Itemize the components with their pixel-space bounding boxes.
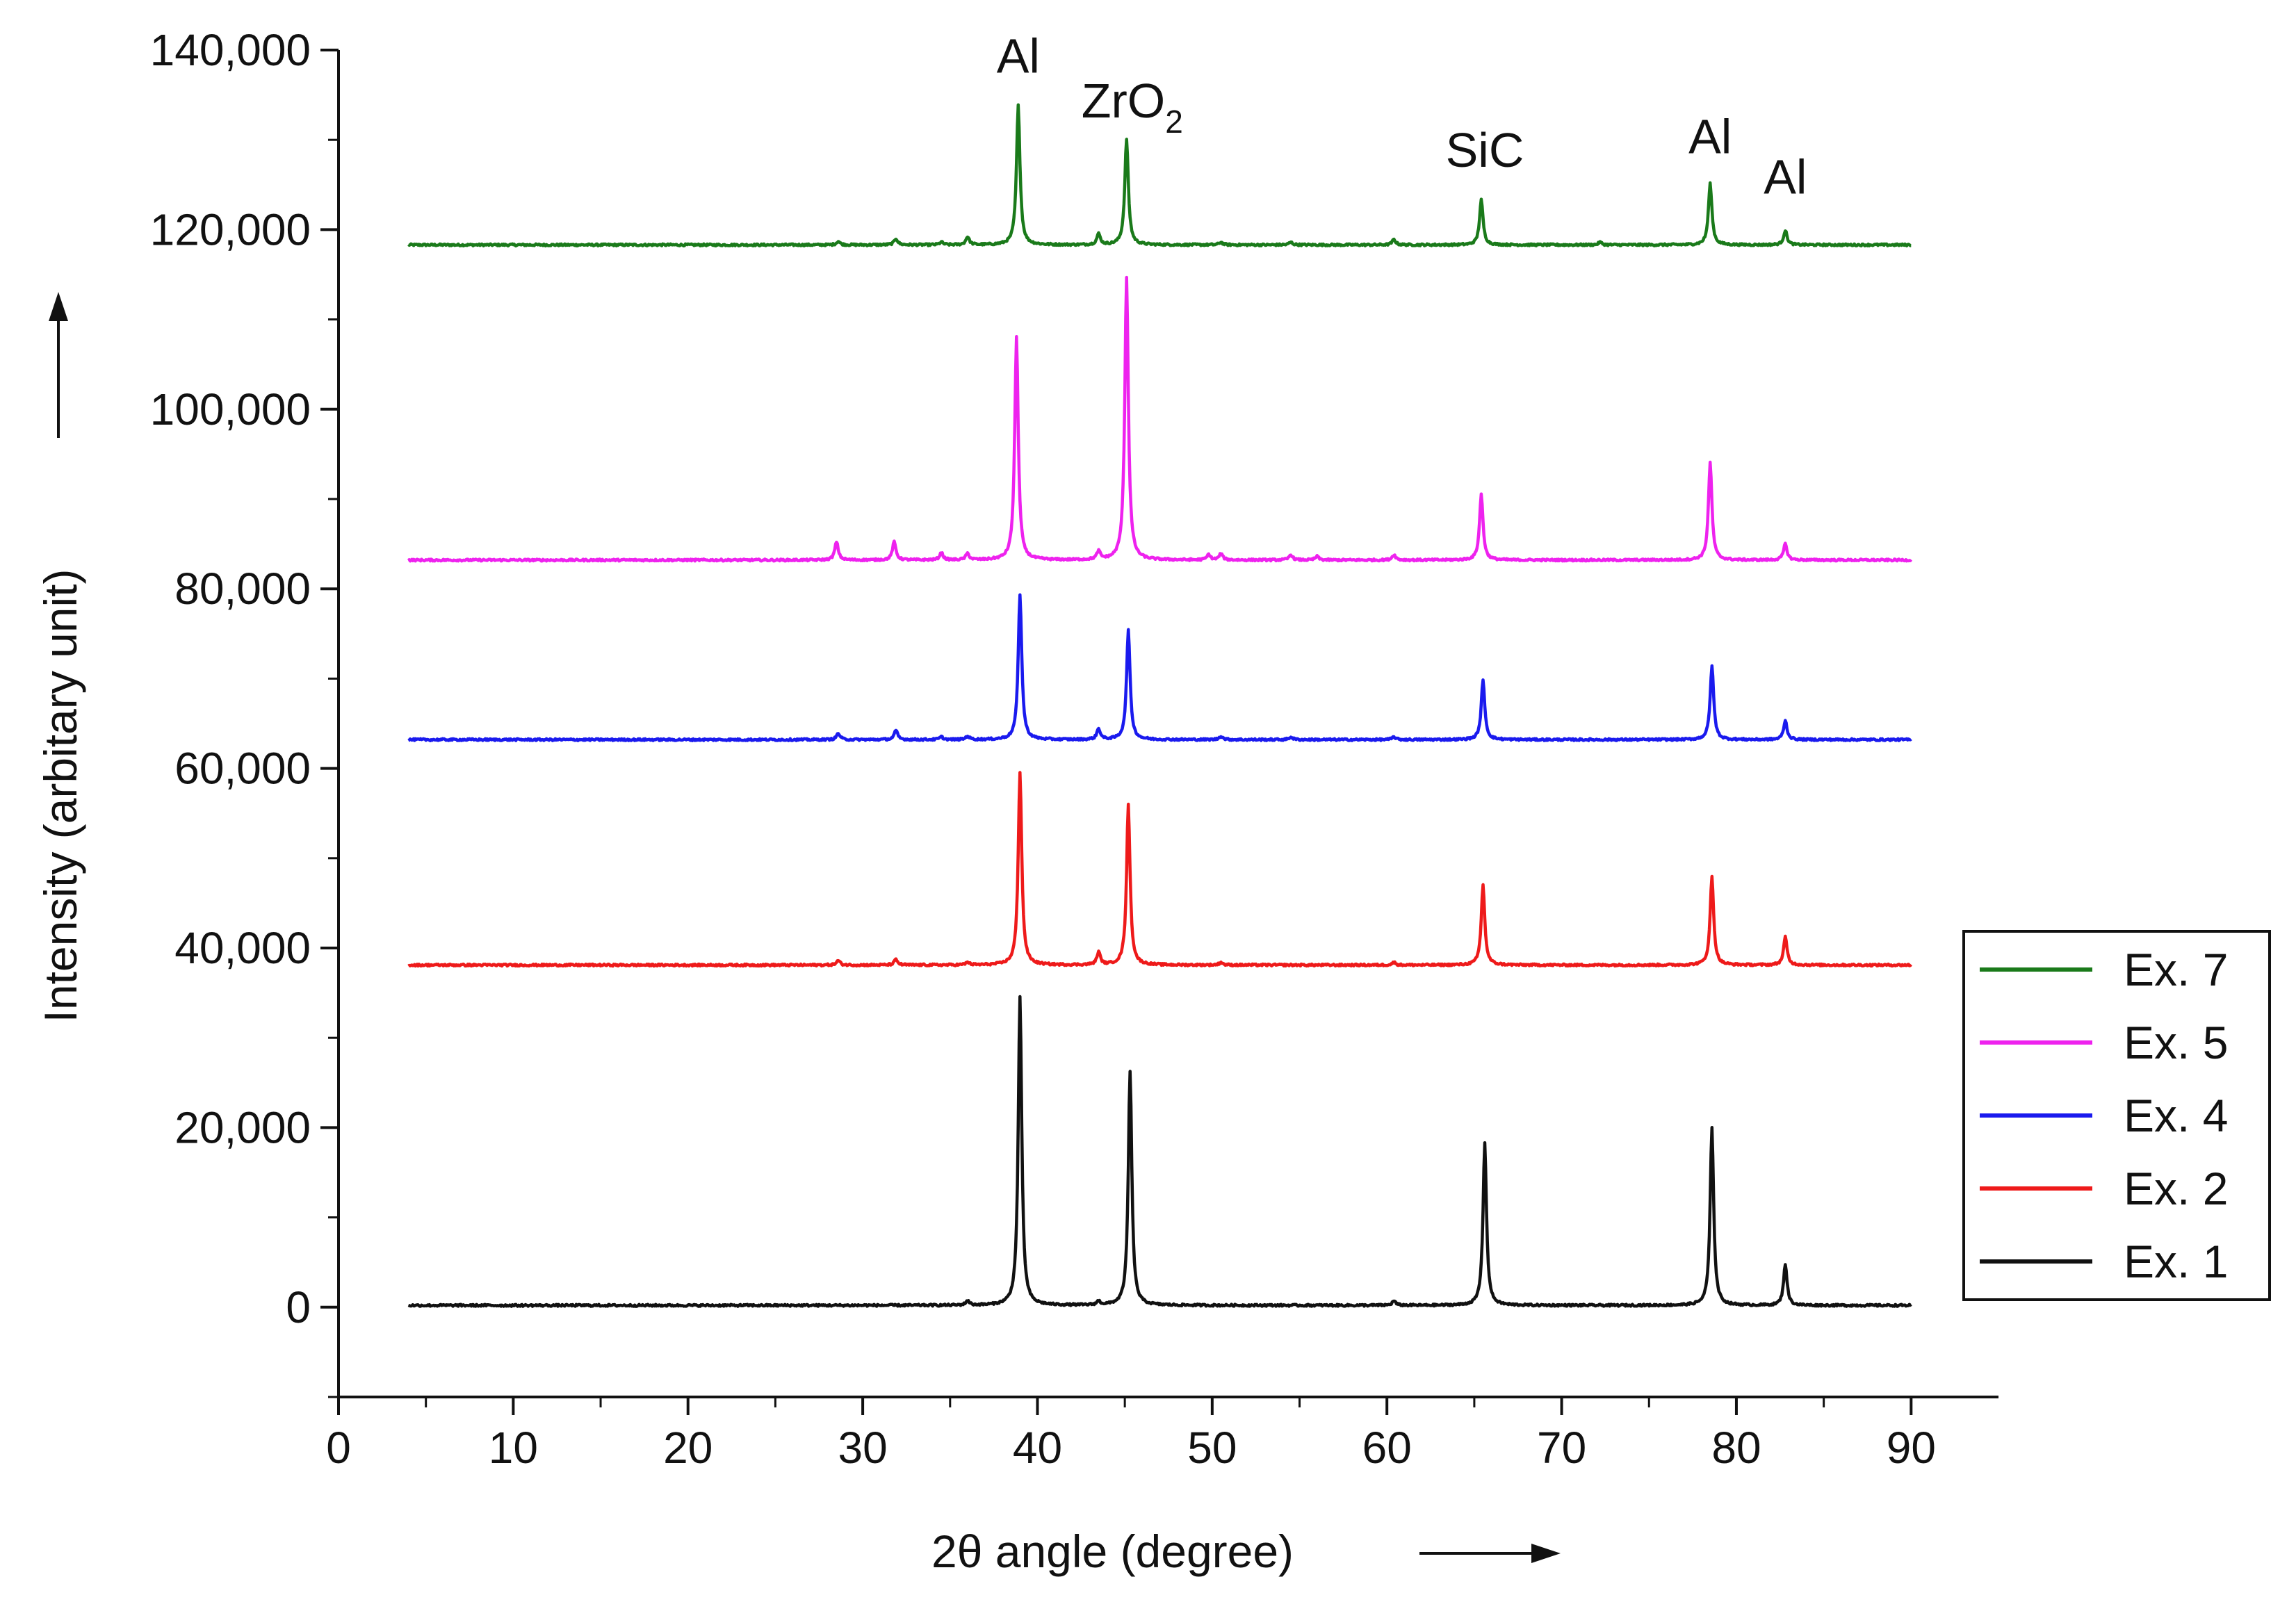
x-axis-arrow [1419, 1544, 1561, 1563]
legend-label: Ex. 5 [2124, 1017, 2228, 1068]
peak-label: Al [1688, 110, 1732, 164]
y-tick-label: 60,000 [174, 744, 311, 794]
x-tick-label: 40 [1013, 1423, 1062, 1473]
series-line-ex-7 [407, 103, 1912, 248]
x-tick-label: 90 [1887, 1423, 1936, 1473]
x-tick-label: 60 [1362, 1423, 1412, 1473]
peak-label: ZrO2 [1082, 74, 1183, 140]
x-tick-label: 80 [1711, 1423, 1761, 1473]
peak-label: SiC [1446, 123, 1524, 177]
peak-label: Al [997, 28, 1040, 83]
legend-label: Ex. 2 [2124, 1163, 2228, 1214]
x-tick-label: 10 [489, 1423, 538, 1473]
series-line-ex-1 [407, 995, 1912, 1308]
y-axis-title: Intensity (arbitary unit) [35, 569, 86, 1023]
y-tick-label: 140,000 [150, 25, 311, 75]
y-tick-label: 120,000 [150, 204, 311, 254]
peak-label: Al [1764, 150, 1807, 204]
series-layer [407, 103, 1913, 1308]
series-line-ex-2 [407, 771, 1913, 968]
y-tick-label: 100,000 [150, 384, 311, 434]
legend-label: Ex. 1 [2124, 1236, 2228, 1287]
y-tick-label: 0 [286, 1282, 311, 1332]
x-tick-label: 30 [838, 1423, 888, 1473]
series-line-ex-4 [407, 593, 1912, 742]
legend: Ex. 7 Ex. 5 Ex. 4 Ex. 2 Ex. 1 [1962, 930, 2271, 1301]
series-line-ex-5 [407, 275, 1913, 563]
legend-label: Ex. 4 [2124, 1090, 2228, 1141]
x-tick-label: 20 [663, 1423, 713, 1473]
y-axis-arrow [49, 292, 68, 438]
legend-label: Ex. 7 [2124, 944, 2228, 995]
y-tick-label: 80,000 [174, 564, 311, 614]
y-tick-label: 20,000 [174, 1102, 311, 1152]
peak-label-subscript: 2 [1165, 104, 1183, 140]
x-axis-title: 2θ angle (degree) [931, 1526, 1294, 1577]
x-tick-label: 0 [326, 1423, 351, 1473]
peak-annotations: Al ZrO2 SiC Al Al [997, 28, 1807, 204]
y-tick-label: 40,000 [174, 923, 311, 973]
x-tick-label: 70 [1537, 1423, 1586, 1473]
axes: 0 10 20 30 40 50 60 70 80 90 0 20,000 40,000 60,000 80… [150, 25, 1998, 1473]
x-tick-label: 50 [1187, 1423, 1237, 1473]
